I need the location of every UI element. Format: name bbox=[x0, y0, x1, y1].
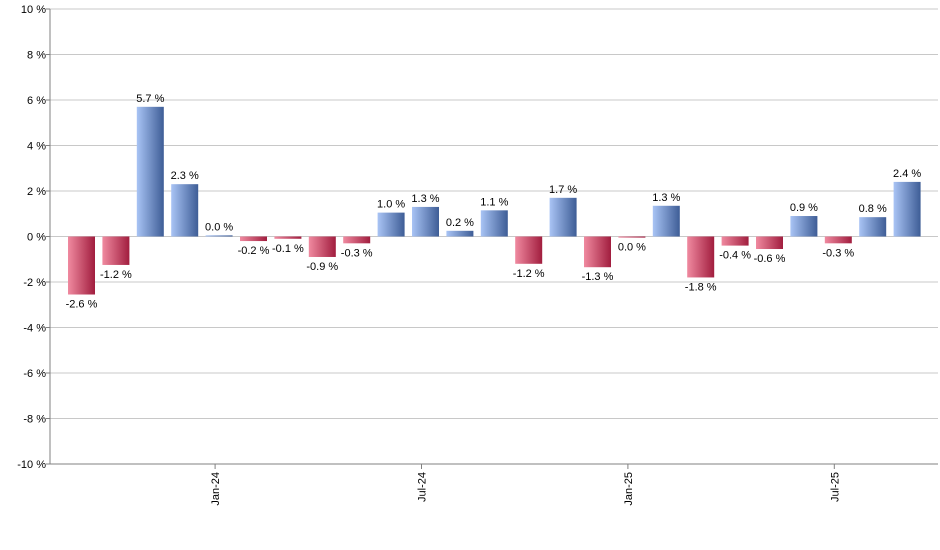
bar-value-label: 1.3 % bbox=[411, 193, 439, 205]
y-tick-label: 2 % bbox=[27, 186, 46, 198]
x-axis-ticks: Jan-24 Jul-24 Jan-25 Jul-25 bbox=[210, 464, 841, 506]
y-tick-label: -4 % bbox=[23, 323, 46, 335]
bar bbox=[721, 236, 749, 246]
bar-value-label: 0.8 % bbox=[859, 203, 887, 215]
y-tick-label: 0 % bbox=[27, 232, 46, 244]
y-tick-label: 6 % bbox=[27, 95, 46, 107]
bars bbox=[68, 106, 921, 295]
x-tick-label: Jan-25 bbox=[623, 472, 635, 506]
bar bbox=[102, 236, 130, 265]
bar-value-label: 2.4 % bbox=[893, 168, 921, 180]
bar-value-label: -0.4 % bbox=[719, 250, 751, 262]
bar bbox=[756, 236, 783, 250]
bar bbox=[171, 184, 199, 237]
bar bbox=[274, 236, 302, 239]
bar-value-label: 5.7 % bbox=[136, 93, 164, 105]
y-tick-label: 10 % bbox=[21, 4, 46, 16]
bar bbox=[893, 181, 921, 237]
bar-value-label: 1.7 % bbox=[549, 184, 577, 196]
bar-value-label: 1.1 % bbox=[480, 196, 508, 208]
bar bbox=[240, 236, 267, 242]
bar bbox=[480, 210, 508, 237]
bar bbox=[859, 217, 887, 237]
bar-value-label: -1.2 % bbox=[513, 268, 545, 280]
bar bbox=[549, 197, 577, 237]
bar-value-label: -0.1 % bbox=[272, 243, 304, 255]
y-tick-label: -2 % bbox=[23, 277, 46, 289]
bar bbox=[136, 106, 164, 237]
bar-value-label: 0.0 % bbox=[205, 221, 233, 233]
y-tick-label: -8 % bbox=[23, 414, 46, 426]
bar bbox=[515, 236, 543, 264]
bar-value-label: 1.0 % bbox=[377, 199, 405, 211]
bar-value-label: -0.9 % bbox=[306, 261, 338, 273]
bar bbox=[412, 206, 439, 237]
bar bbox=[68, 236, 95, 295]
bar bbox=[377, 212, 405, 237]
bar-value-label: -1.3 % bbox=[582, 271, 614, 283]
bar bbox=[687, 236, 715, 278]
bar bbox=[790, 216, 818, 237]
bar bbox=[308, 236, 336, 257]
bar-value-label: -2.6 % bbox=[66, 299, 98, 311]
bar bbox=[446, 230, 474, 237]
bar-value-label: -0.6 % bbox=[754, 253, 786, 265]
bar-value-label: -0.3 % bbox=[341, 247, 373, 259]
bar bbox=[824, 236, 852, 244]
y-tick-label: -6 % bbox=[23, 368, 46, 380]
bar-value-label: -1.8 % bbox=[685, 281, 717, 293]
y-tick-label: 4 % bbox=[27, 141, 46, 153]
bar-value-label: 2.3 % bbox=[171, 170, 199, 182]
y-tick-label: -10 % bbox=[17, 459, 46, 471]
bar-value-label: -0.2 % bbox=[238, 245, 270, 257]
bar bbox=[205, 235, 233, 237]
bar-value-label: 1.3 % bbox=[652, 192, 680, 204]
x-tick-label: Jan-24 bbox=[210, 472, 222, 506]
data-labels: -2.6 %-1.2 %5.7 %2.3 %0.0 %-0.2 % -0.1 %-… bbox=[66, 93, 922, 311]
bar-value-label: 0.0 % bbox=[618, 242, 646, 254]
bar bbox=[618, 236, 646, 238]
bar bbox=[652, 205, 680, 237]
bar bbox=[343, 236, 371, 244]
x-tick-label: Jul-24 bbox=[417, 472, 429, 502]
axes bbox=[49, 9, 938, 465]
y-axis-ticks: -10 % -8 % -6 % -4 % -2 % 0 % 2 % 4 % 6 % 8 % 10 % bbox=[17, 4, 50, 471]
y-tick-label: 8 % bbox=[27, 50, 46, 62]
bar-value-label: 0.2 % bbox=[446, 217, 474, 229]
x-tick-label: Jul-25 bbox=[829, 472, 841, 502]
bar-value-label: -0.3 % bbox=[822, 247, 854, 259]
bar-value-label: 0.9 % bbox=[790, 202, 818, 214]
bar bbox=[584, 236, 611, 268]
bar-value-label: -1.2 % bbox=[100, 269, 132, 281]
